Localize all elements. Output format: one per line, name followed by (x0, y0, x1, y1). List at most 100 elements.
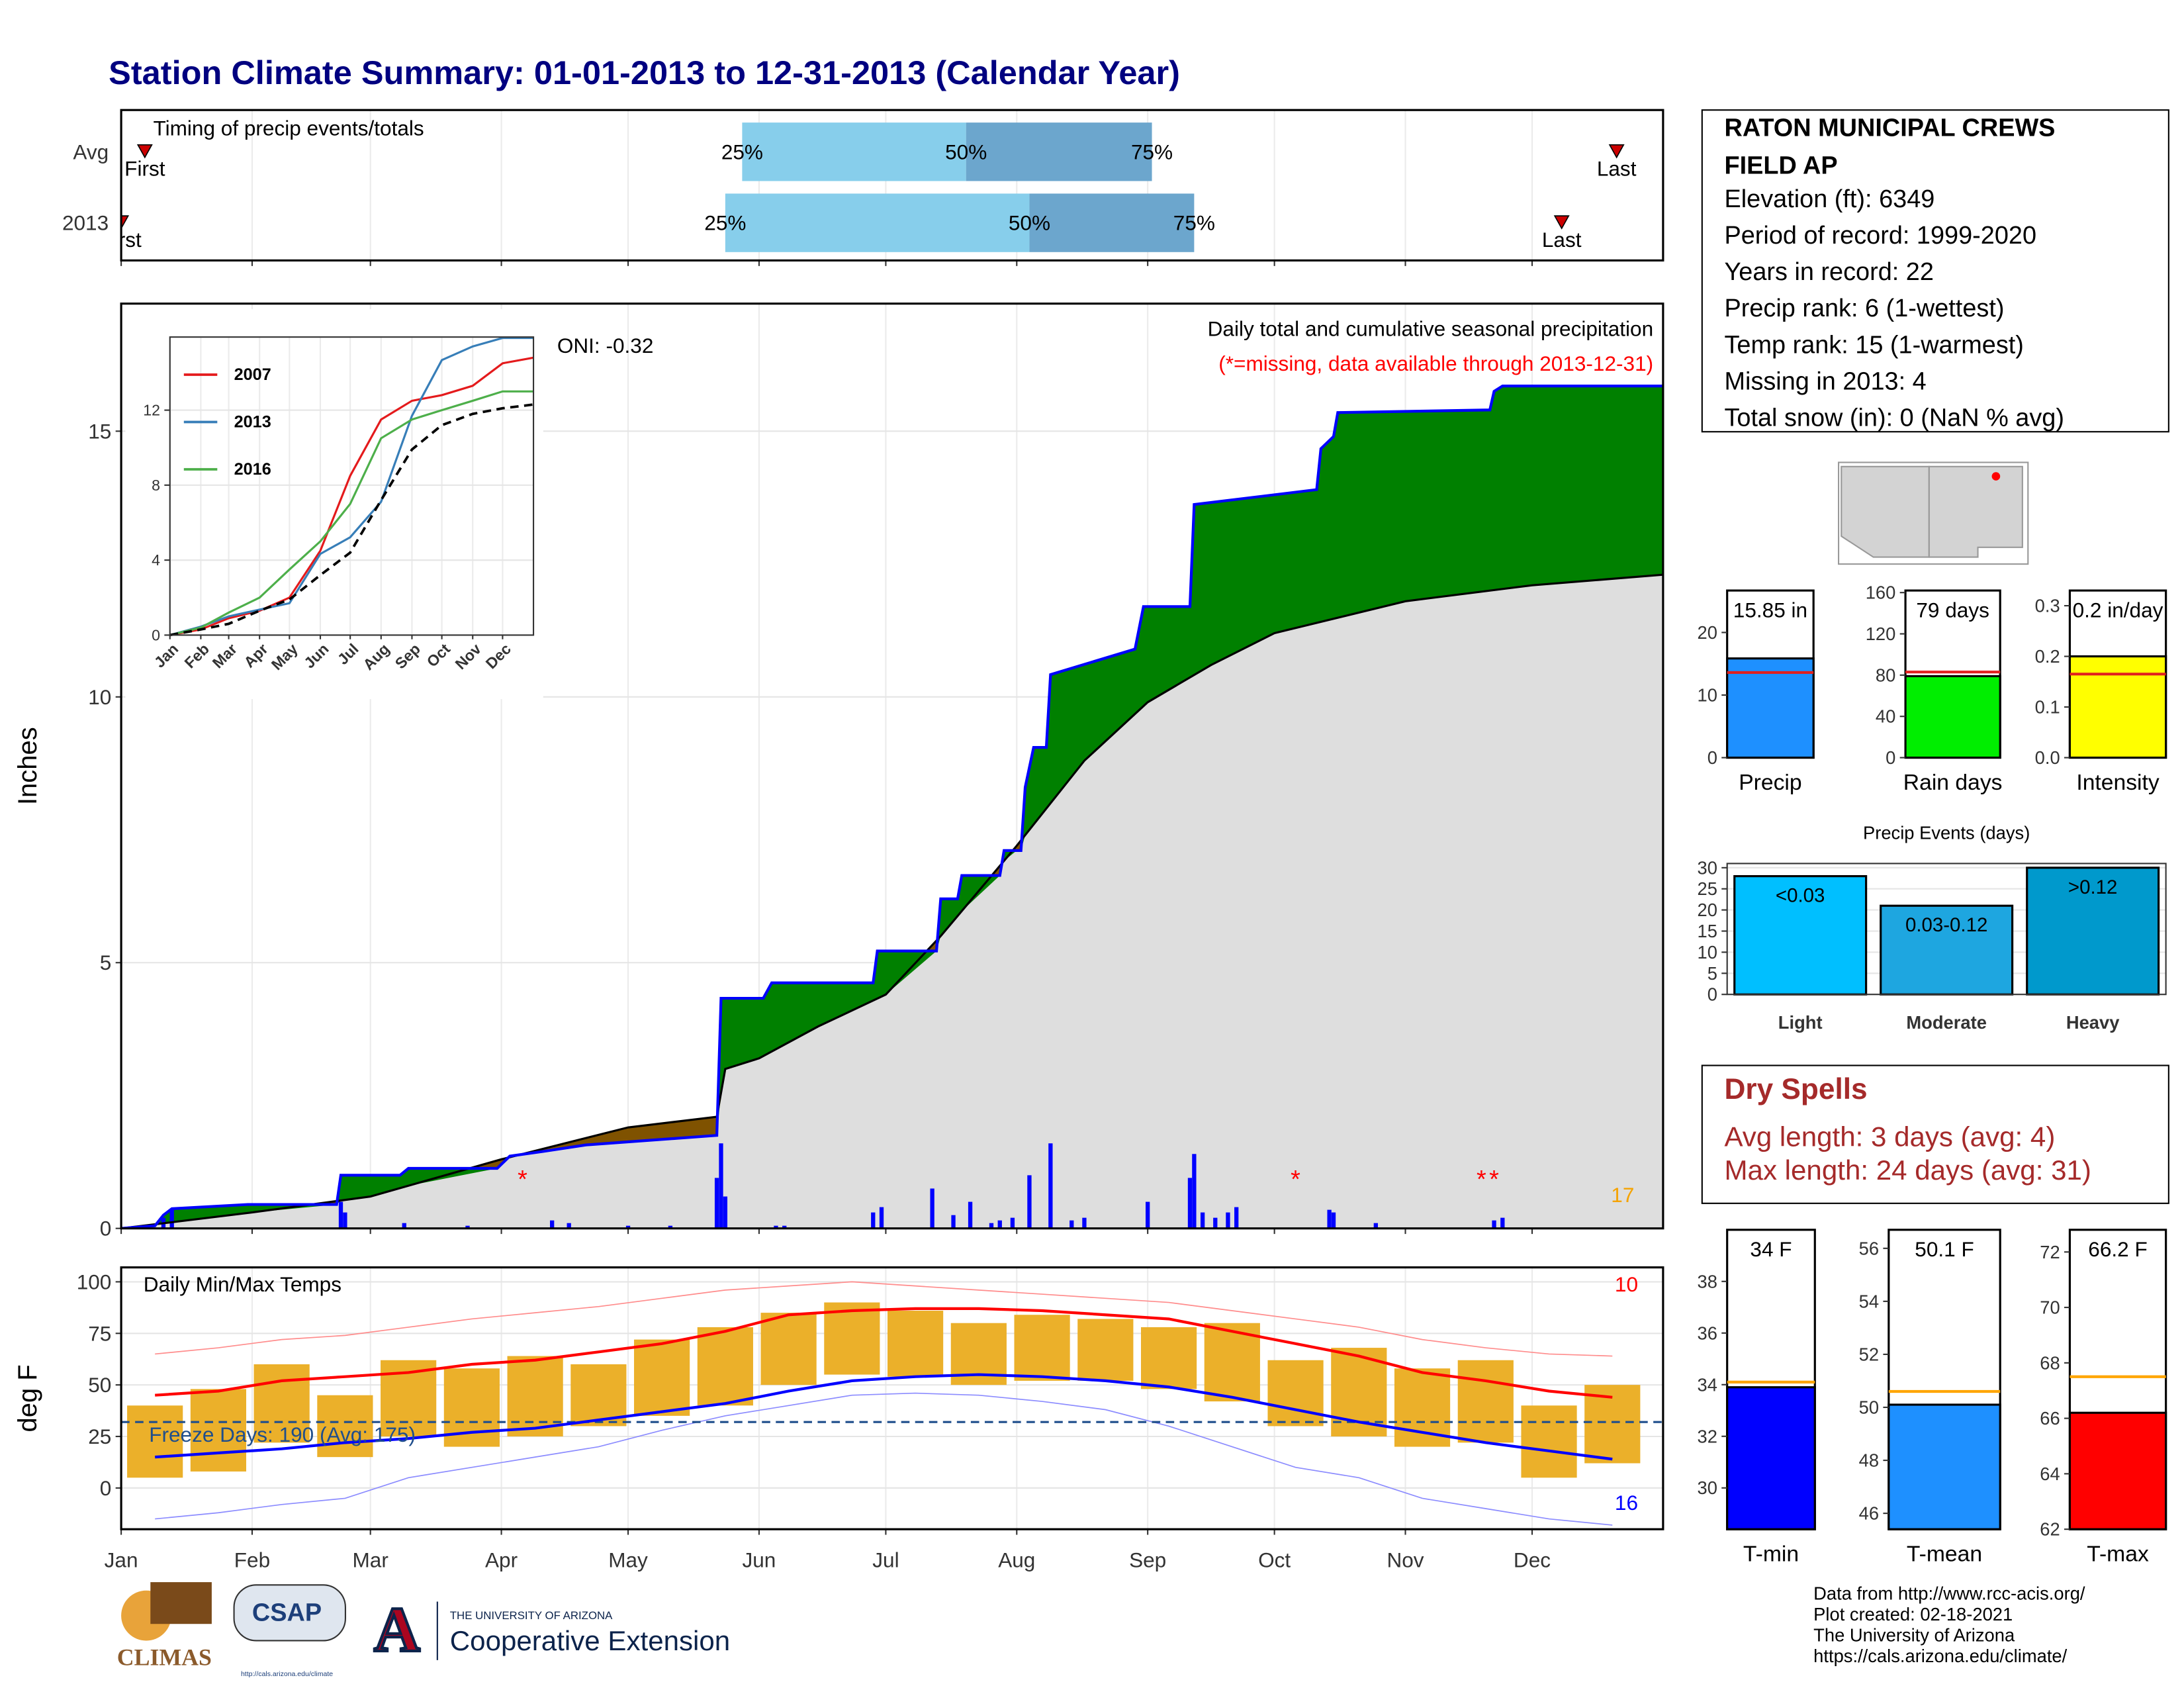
bar (1904, 675, 2001, 759)
record-line (155, 1392, 1613, 1526)
record-highs: 10 (1615, 1272, 1638, 1296)
series-line (169, 336, 534, 636)
ua-name: THE UNIVERSITY OF ARIZONA (450, 1609, 613, 1622)
chart-title: Precip Events (days) (1863, 823, 2030, 843)
timing-bar (1029, 193, 1195, 252)
timing-label: 50% (1009, 211, 1050, 235)
station-info: Precip rank: 6 (1-wettest) (1724, 295, 2004, 322)
y-tick-label: 30 (1698, 1477, 1717, 1498)
timing-label: First (101, 228, 142, 252)
daily-bar (1234, 1207, 1239, 1229)
series-line (169, 390, 534, 636)
bar-label: >0.12 (2068, 876, 2118, 898)
chart-title: Daily total and cumulative seasonal prec… (1208, 317, 1653, 341)
daily-bar (1069, 1220, 1074, 1229)
timing-plot: Timing of precip events/totals First 25% 50… (101, 110, 1637, 261)
base-area (121, 575, 1663, 1229)
temp-bar (570, 1364, 627, 1427)
temp-bar (824, 1302, 880, 1375)
daily-bar (782, 1225, 787, 1229)
legend-label: 2016 (234, 460, 271, 479)
station-info: Elevation (ft): 6349 (1724, 185, 1934, 213)
x-tick-label: Sep (1129, 1548, 1166, 1571)
y-tick-label: 0 (100, 1476, 112, 1500)
cumulative-line (121, 573, 1663, 1229)
y-tick-label: 8 (152, 477, 160, 494)
y-tick-label: 0 (152, 626, 160, 643)
value-label: 66.2 F (2088, 1237, 2147, 1261)
climas-emblem (150, 1582, 212, 1624)
temp-plot (121, 1267, 1663, 1530)
footer-text: Data from http://www.rcc-acis.org/ (1813, 1583, 2085, 1603)
value-label: 34 F (1750, 1237, 1792, 1261)
y-tick-label: 50 (1859, 1397, 1879, 1418)
y-tick-label: 120 (1866, 624, 1896, 644)
bar-panel (1888, 1229, 2001, 1530)
x-tick-label: Heavy (2066, 1012, 2120, 1033)
csap-cloud (233, 1584, 346, 1642)
logos: CLIMAS CSAP http://cals.arizona.edu/clim… (117, 1582, 730, 1678)
x-tick-label: Light (1778, 1012, 1823, 1033)
page-title: Station Climate Summary: 01-01-2013 to 1… (109, 54, 1180, 91)
cumulative-line (121, 385, 1663, 1229)
temp-bar (317, 1395, 373, 1458)
station-info: Period of record: 1999-2020 (1724, 222, 2036, 250)
daily-bar (1187, 1178, 1193, 1229)
daily-bar (550, 1220, 555, 1229)
y-tick-label: 4 (152, 551, 160, 569)
y-tick-label: 0.0 (2035, 747, 2060, 768)
daily-bar (879, 1207, 884, 1229)
y-tick-label: 0 (100, 1217, 112, 1241)
normal-line (155, 1373, 1613, 1461)
timing-label: 50% (945, 140, 987, 164)
chart-title: Timing of precip events/totals (154, 117, 424, 140)
footer-text: https://cals.arizona.edu/climate/ (1813, 1646, 2067, 1666)
chart-subtitle: (*=missing, data available through 2013-… (1218, 352, 1653, 375)
timing-label: 75% (1173, 211, 1215, 235)
bar (2068, 1411, 2167, 1530)
x-tick-label: Jun (742, 1548, 776, 1571)
daily-bar (1048, 1143, 1053, 1229)
y-tick-label: 72 (2040, 1242, 2060, 1262)
daily-bar (1492, 1220, 1496, 1229)
missing-marker: * (1489, 1166, 1499, 1194)
timing-bar (725, 193, 1030, 252)
daily-bar (951, 1215, 956, 1229)
chart-title: Daily Min/Max Temps (144, 1272, 341, 1296)
timing-label: 75% (1131, 140, 1173, 164)
daily-bar (1146, 1201, 1150, 1229)
x-tick-label: T-mean (1907, 1542, 1982, 1567)
station-name: FIELD AP (1724, 152, 1837, 179)
dry-spells-info: Avg length: 3 days (avg: 4) (1724, 1121, 2055, 1152)
temp-bar (1584, 1385, 1641, 1464)
daily-bar (668, 1225, 673, 1229)
footer-text: Plot created: 02-18-2021 (1813, 1604, 2013, 1624)
legend-label: 2007 (234, 365, 271, 384)
y-tick-label: 40 (1876, 706, 1895, 727)
y-tick-label: 10 (1698, 684, 1717, 705)
y-tick-label: 0 (1707, 984, 1717, 1005)
x-tick-label: Apr (485, 1548, 518, 1571)
daily-bar (871, 1212, 876, 1229)
y-tick-label: 25 (1698, 878, 1717, 899)
y-tick-label: 10 (1698, 942, 1717, 962)
temp-bar (1140, 1327, 1197, 1389)
record-line (155, 1281, 1613, 1357)
y-tick-label: 52 (1859, 1344, 1879, 1364)
x-tick-label: T-max (2087, 1542, 2149, 1567)
y-tick-label: 54 (1859, 1291, 1879, 1311)
station-info: Total snow (in): 0 (NaN % avg) (1724, 404, 2064, 432)
x-tick-label: T-min (1743, 1542, 1799, 1567)
daily-bar (1331, 1212, 1336, 1229)
daily-bar (625, 1225, 631, 1229)
timing-marker (121, 215, 130, 230)
station-info: Years in record: 22 (1724, 258, 1933, 286)
daily-bar (714, 1178, 719, 1229)
value-label: 79 days (1916, 598, 1989, 622)
daily-bar (1373, 1223, 1378, 1229)
station-location (1991, 472, 2001, 481)
temp-bar (1267, 1360, 1324, 1427)
daily-bar (1027, 1175, 1032, 1229)
